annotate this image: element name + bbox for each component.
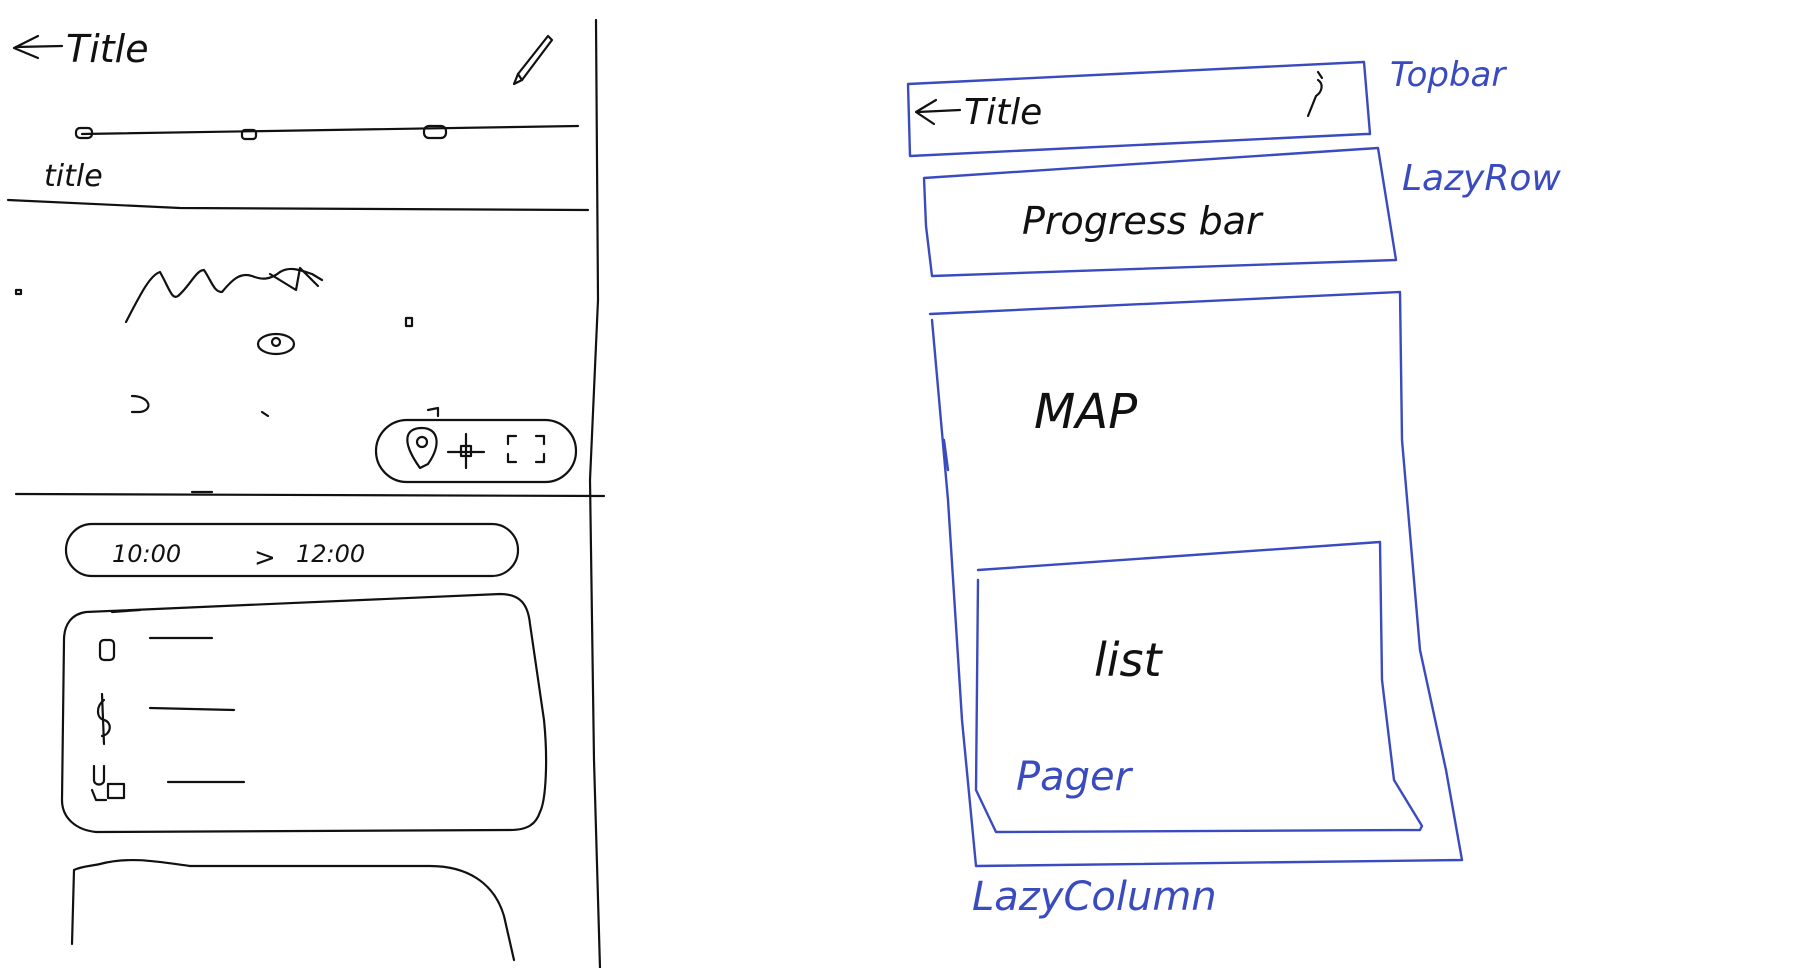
wireframe	[906, 60, 1464, 868]
pencil-icon	[512, 34, 554, 86]
map-squiggle	[124, 267, 324, 324]
lazycolumn-box	[928, 290, 1464, 868]
lazycolumn-annotation: LazyColumn	[972, 874, 1217, 920]
stepper-label: title	[44, 159, 103, 194]
map-pin-icon	[406, 426, 438, 470]
bottom-card	[70, 858, 516, 962]
progress-box	[922, 146, 1398, 278]
stepper	[74, 124, 580, 141]
dollar-icon	[96, 692, 111, 746]
progress-label: Progress bar	[1022, 199, 1264, 243]
pager-box	[974, 540, 1424, 834]
time-range-pill	[64, 522, 520, 578]
topbar-annotation: Topbar	[1390, 55, 1507, 95]
time-start: 10:00	[112, 540, 181, 568]
map-controls	[374, 418, 578, 484]
pencil-icon	[1306, 70, 1324, 118]
map-marker-icon	[130, 394, 150, 414]
arrow-left-icon	[12, 34, 64, 60]
people-icon	[90, 764, 126, 802]
mockup-title: Title	[66, 27, 149, 71]
list-label: list	[1094, 633, 1164, 687]
arrow-left-icon	[914, 98, 962, 126]
clock-icon	[98, 638, 116, 662]
topbar-box	[906, 60, 1372, 158]
info-card	[60, 592, 548, 834]
map-marker-icon	[256, 332, 296, 356]
fullscreen-icon	[506, 434, 546, 464]
stepper-node	[422, 124, 448, 140]
time-arrow: >	[254, 543, 276, 573]
header-divider	[6, 198, 590, 212]
pager-annotation: Pager	[1016, 754, 1134, 800]
map-label: MAP	[1034, 384, 1137, 440]
stepper-node	[240, 128, 258, 141]
lazyrow-annotation: LazyRow	[1402, 158, 1561, 199]
time-end: 12:00	[296, 540, 365, 568]
phone-right-edge	[588, 18, 602, 968]
phone-mockup	[6, 18, 606, 968]
map-divider	[14, 492, 606, 498]
stepper-node	[74, 126, 94, 140]
list-item-line	[148, 706, 236, 712]
crosshair-icon	[446, 432, 486, 470]
topbar-title: Title	[964, 92, 1042, 133]
